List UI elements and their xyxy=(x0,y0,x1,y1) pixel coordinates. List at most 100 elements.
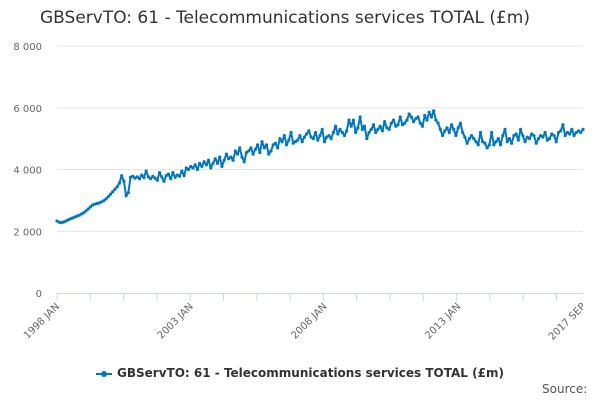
data-point xyxy=(296,138,300,142)
data-point xyxy=(347,118,351,122)
data-point xyxy=(356,126,360,130)
data-point xyxy=(86,207,90,211)
legend-marker-icon xyxy=(96,370,113,377)
data-point xyxy=(140,173,144,177)
y-tick-label: 8 000 xyxy=(13,42,42,53)
x-tick-label: 2017 SEP xyxy=(547,301,588,342)
data-point xyxy=(287,138,291,142)
legend-item[interactable]: GBServTO: 61 - Telecommunications servic… xyxy=(0,366,600,380)
data-point xyxy=(327,133,331,138)
data-point xyxy=(552,133,556,138)
data-point xyxy=(206,158,211,162)
data-point xyxy=(458,121,463,125)
data-point xyxy=(318,133,322,138)
data-point xyxy=(485,146,489,150)
data-point xyxy=(171,170,175,175)
data-point xyxy=(391,118,396,122)
data-point xyxy=(472,137,476,141)
data-point xyxy=(149,177,153,181)
data-point xyxy=(189,164,193,169)
data-point xyxy=(284,143,289,147)
data-point xyxy=(242,160,246,164)
data-point xyxy=(108,192,113,196)
data-point xyxy=(354,130,358,135)
data-point xyxy=(507,137,512,141)
data-point xyxy=(126,191,130,195)
data-point xyxy=(465,141,469,145)
data-point xyxy=(570,127,574,131)
data-point xyxy=(227,157,231,161)
data-point xyxy=(496,137,500,141)
data-point xyxy=(563,133,567,138)
data-point xyxy=(84,209,88,213)
data-point xyxy=(82,211,86,215)
series-line xyxy=(56,109,584,224)
data-point xyxy=(222,158,226,162)
chart-title: GBServTO: 61 - Telecommunications servic… xyxy=(39,8,530,28)
data-point xyxy=(505,140,509,144)
data-point xyxy=(518,127,523,131)
data-point xyxy=(251,152,255,156)
data-point xyxy=(180,169,184,173)
data-point xyxy=(238,146,242,150)
data-point xyxy=(474,140,478,144)
data-point xyxy=(380,129,385,133)
data-point xyxy=(409,115,413,119)
data-point xyxy=(425,118,429,122)
data-point xyxy=(434,118,438,122)
legend-label: GBServTO: 61 - Telecommunications servic… xyxy=(117,366,504,380)
data-point xyxy=(157,170,162,175)
data-point xyxy=(541,135,545,139)
data-point xyxy=(534,141,538,145)
data-point xyxy=(525,135,529,139)
data-point xyxy=(164,174,168,178)
data-point xyxy=(322,140,327,144)
data-point xyxy=(255,143,260,147)
data-point xyxy=(153,176,157,180)
data-point xyxy=(233,149,237,153)
data-point xyxy=(512,133,516,138)
data-point xyxy=(177,174,182,178)
data-point xyxy=(510,141,514,145)
data-point xyxy=(173,175,177,179)
data-point xyxy=(329,137,333,141)
data-point xyxy=(169,177,173,181)
data-point xyxy=(253,147,257,152)
data-point xyxy=(204,163,208,167)
data-point xyxy=(305,132,309,136)
data-point xyxy=(195,167,200,172)
data-point xyxy=(568,132,572,136)
data-point xyxy=(412,120,416,124)
y-tick-label: 2 000 xyxy=(13,227,42,238)
data-point xyxy=(365,137,369,141)
data-point xyxy=(325,135,329,139)
data-point xyxy=(398,115,402,119)
data-point xyxy=(135,175,139,179)
source-label: Source: xyxy=(542,382,588,396)
data-point xyxy=(490,130,494,135)
data-point xyxy=(264,143,269,147)
data-point xyxy=(543,130,547,135)
data-point xyxy=(280,140,284,144)
data-point xyxy=(420,124,425,128)
data-point xyxy=(403,121,407,125)
data-point xyxy=(117,181,122,185)
data-point xyxy=(282,133,286,138)
data-point xyxy=(476,143,480,147)
data-point xyxy=(467,137,471,141)
data-point xyxy=(186,167,191,172)
data-point xyxy=(443,129,447,133)
data-point xyxy=(414,116,418,121)
gridlines xyxy=(57,45,583,232)
data-point xyxy=(184,166,188,170)
data-point xyxy=(293,140,298,144)
data-point xyxy=(160,175,164,179)
data-point xyxy=(213,157,217,161)
data-point xyxy=(124,194,128,198)
data-point xyxy=(396,123,400,127)
data-point xyxy=(514,132,518,136)
data-point xyxy=(362,124,367,128)
data-point xyxy=(576,129,581,133)
data-point xyxy=(445,126,449,130)
data-point xyxy=(155,178,159,182)
